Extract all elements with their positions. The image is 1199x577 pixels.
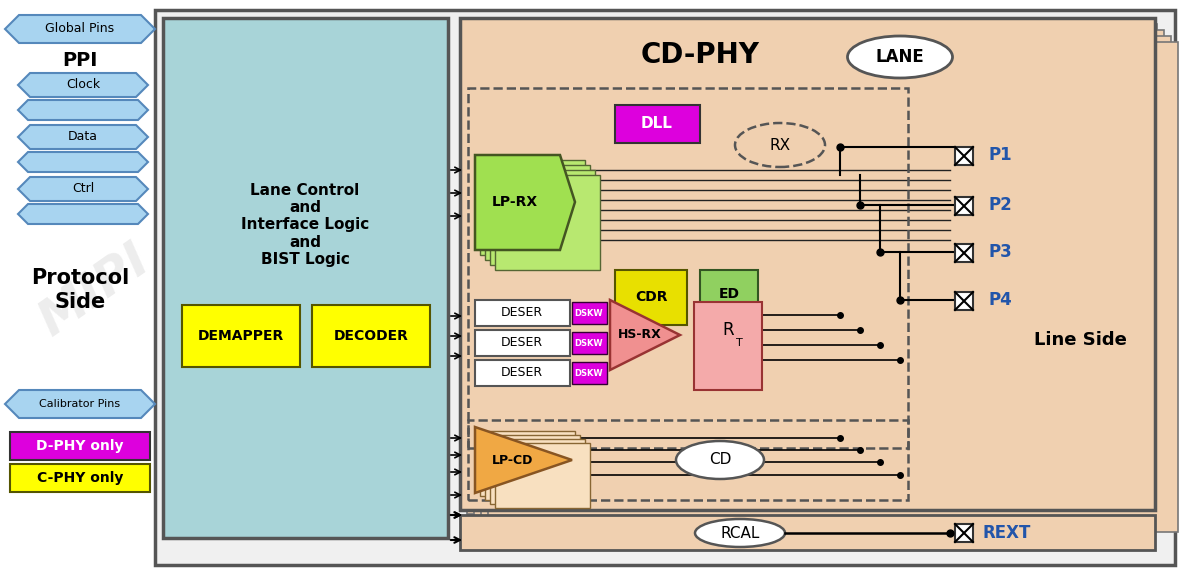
Bar <box>312 305 430 367</box>
Text: P1: P1 <box>988 146 1012 164</box>
Ellipse shape <box>848 36 952 78</box>
Bar <box>572 302 607 324</box>
Bar <box>954 292 974 310</box>
Text: DECODER: DECODER <box>333 329 409 343</box>
Text: DEMAPPER: DEMAPPER <box>198 329 284 343</box>
Bar <box>954 244 974 262</box>
Bar <box>615 105 700 143</box>
Polygon shape <box>18 73 147 97</box>
Text: CD-PHY: CD-PHY <box>640 41 759 69</box>
Text: HS-RX: HS-RX <box>619 328 662 342</box>
Text: Data: Data <box>68 130 98 144</box>
Text: DSKW: DSKW <box>574 309 603 317</box>
Bar <box>155 10 1175 565</box>
Polygon shape <box>18 100 147 120</box>
Polygon shape <box>18 125 147 149</box>
Text: D-PHY only: D-PHY only <box>36 439 123 453</box>
Bar <box>460 18 1155 510</box>
Bar <box>474 30 1164 520</box>
Bar <box>10 432 150 460</box>
Ellipse shape <box>676 441 764 479</box>
Bar <box>488 42 1177 532</box>
Bar <box>468 420 908 500</box>
Text: DSKW: DSKW <box>574 369 603 377</box>
Bar <box>163 18 448 538</box>
Bar <box>475 330 570 356</box>
Bar <box>490 439 585 504</box>
Text: LP-CD: LP-CD <box>493 454 534 466</box>
Text: RCAL: RCAL <box>721 526 760 541</box>
Polygon shape <box>610 300 680 370</box>
Bar <box>460 515 1155 550</box>
Text: Lane Control
and
Interface Logic
and
BIST Logic: Lane Control and Interface Logic and BIS… <box>241 183 369 267</box>
Text: P3: P3 <box>988 243 1012 261</box>
Polygon shape <box>475 155 576 250</box>
Bar <box>480 431 576 496</box>
Polygon shape <box>475 427 572 493</box>
Bar <box>954 197 974 215</box>
Polygon shape <box>18 177 147 201</box>
Text: LP-RX: LP-RX <box>492 195 538 209</box>
Text: P2: P2 <box>988 196 1012 214</box>
Bar <box>486 435 580 500</box>
Text: DSKW: DSKW <box>574 339 603 347</box>
Bar <box>481 36 1171 526</box>
Bar <box>572 362 607 384</box>
Text: Line Side: Line Side <box>1034 331 1126 349</box>
Text: CD: CD <box>709 452 731 467</box>
Bar <box>615 270 687 325</box>
Text: LANE: LANE <box>875 48 924 66</box>
Text: PPI: PPI <box>62 51 97 69</box>
Bar <box>495 175 600 270</box>
Bar <box>495 443 590 508</box>
Bar <box>694 302 763 390</box>
Bar <box>475 300 570 326</box>
Text: CDR: CDR <box>634 290 668 304</box>
Text: Calibrator Pins: Calibrator Pins <box>40 399 121 409</box>
Bar <box>700 270 758 318</box>
Polygon shape <box>5 15 155 43</box>
Text: C-PHY only: C-PHY only <box>37 471 123 485</box>
Text: DESER: DESER <box>501 366 543 380</box>
Bar <box>954 524 974 542</box>
Text: Ctrl: Ctrl <box>72 182 95 196</box>
Text: Global Pins: Global Pins <box>46 23 115 36</box>
Text: P4: P4 <box>988 291 1012 309</box>
Polygon shape <box>18 152 147 172</box>
Text: T: T <box>736 338 742 348</box>
Text: MIPI: MIPI <box>31 235 159 345</box>
Bar <box>466 24 1157 514</box>
Text: DESER: DESER <box>501 336 543 350</box>
Text: ED: ED <box>718 287 740 301</box>
Bar <box>490 170 595 265</box>
Text: DESER: DESER <box>501 306 543 320</box>
Bar <box>10 464 150 492</box>
Bar <box>182 305 300 367</box>
Ellipse shape <box>695 519 785 547</box>
Text: R: R <box>722 321 734 339</box>
Text: Protocol
Side: Protocol Side <box>31 268 129 312</box>
Bar <box>954 147 974 165</box>
Bar <box>468 88 908 448</box>
Bar <box>572 332 607 354</box>
Text: REXT: REXT <box>983 524 1031 542</box>
Bar <box>475 360 570 386</box>
Polygon shape <box>5 390 155 418</box>
Text: RX: RX <box>770 137 790 152</box>
Bar <box>480 160 585 255</box>
Text: DLL: DLL <box>641 117 673 132</box>
Text: Clock: Clock <box>66 78 100 92</box>
Polygon shape <box>18 204 147 224</box>
Bar <box>486 165 590 260</box>
